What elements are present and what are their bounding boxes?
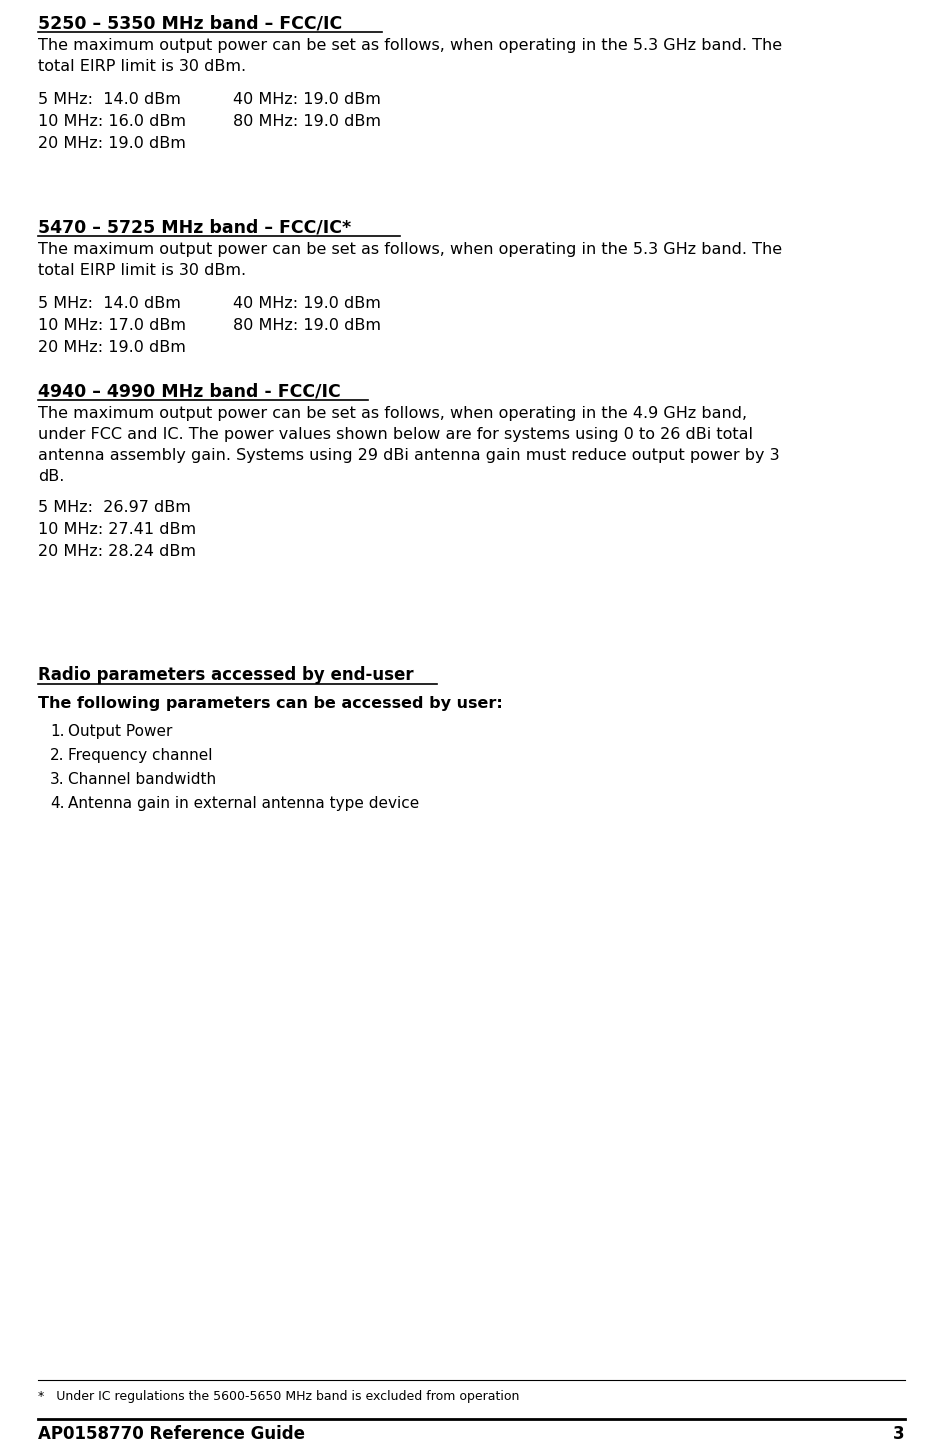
Text: 5 MHz:  14.0 dBm: 5 MHz: 14.0 dBm: [38, 297, 181, 311]
Text: dB.: dB.: [38, 470, 64, 484]
Text: 10 MHz: 17.0 dBm: 10 MHz: 17.0 dBm: [38, 318, 186, 333]
Text: total EIRP limit is 30 dBm.: total EIRP limit is 30 dBm.: [38, 263, 246, 278]
Text: 3: 3: [893, 1425, 905, 1442]
Text: 3.: 3.: [50, 772, 65, 787]
Text: 5 MHz:  26.97 dBm: 5 MHz: 26.97 dBm: [38, 500, 190, 515]
Text: Frequency channel: Frequency channel: [68, 747, 212, 763]
Text: 4940 – 4990 MHz band - FCC/IC: 4940 – 4990 MHz band - FCC/IC: [38, 382, 340, 400]
Text: 20 MHz: 19.0 dBm: 20 MHz: 19.0 dBm: [38, 340, 186, 355]
Text: 80 MHz: 19.0 dBm: 80 MHz: 19.0 dBm: [233, 113, 381, 129]
Text: Radio parameters accessed by end-user: Radio parameters accessed by end-user: [38, 666, 414, 683]
Text: 1.: 1.: [50, 724, 64, 739]
Text: Output Power: Output Power: [68, 724, 173, 739]
Text: 80 MHz: 19.0 dBm: 80 MHz: 19.0 dBm: [233, 318, 381, 333]
Text: The maximum output power can be set as follows, when operating in the 4.9 GHz ba: The maximum output power can be set as f…: [38, 406, 747, 422]
Text: antenna assembly gain. Systems using 29 dBi antenna gain must reduce output powe: antenna assembly gain. Systems using 29 …: [38, 448, 780, 462]
Text: total EIRP limit is 30 dBm.: total EIRP limit is 30 dBm.: [38, 60, 246, 74]
Text: Channel bandwidth: Channel bandwidth: [68, 772, 216, 787]
Text: 20 MHz: 19.0 dBm: 20 MHz: 19.0 dBm: [38, 137, 186, 151]
Text: Antenna gain in external antenna type device: Antenna gain in external antenna type de…: [68, 795, 420, 811]
Text: AP0158770 Reference Guide: AP0158770 Reference Guide: [38, 1425, 305, 1442]
Text: 10 MHz: 16.0 dBm: 10 MHz: 16.0 dBm: [38, 113, 186, 129]
Text: 5 MHz:  14.0 dBm: 5 MHz: 14.0 dBm: [38, 92, 181, 108]
Text: The following parameters can be accessed by user:: The following parameters can be accessed…: [38, 696, 503, 711]
Text: 4.: 4.: [50, 795, 64, 811]
Text: The maximum output power can be set as follows, when operating in the 5.3 GHz ba: The maximum output power can be set as f…: [38, 38, 782, 52]
Text: 2.: 2.: [50, 747, 64, 763]
Text: 40 MHz: 19.0 dBm: 40 MHz: 19.0 dBm: [233, 92, 381, 108]
Text: 20 MHz: 28.24 dBm: 20 MHz: 28.24 dBm: [38, 544, 196, 558]
Text: *   Under IC regulations the 5600-5650 MHz band is excluded from operation: * Under IC regulations the 5600-5650 MHz…: [38, 1390, 520, 1403]
Text: 5250 – 5350 MHz band – FCC/IC: 5250 – 5350 MHz band – FCC/IC: [38, 15, 342, 32]
Text: 5470 – 5725 MHz band – FCC/IC*: 5470 – 5725 MHz band – FCC/IC*: [38, 218, 351, 236]
Text: under FCC and IC. The power values shown below are for systems using 0 to 26 dBi: under FCC and IC. The power values shown…: [38, 427, 753, 442]
Text: The maximum output power can be set as follows, when operating in the 5.3 GHz ba: The maximum output power can be set as f…: [38, 241, 782, 257]
Text: 10 MHz: 27.41 dBm: 10 MHz: 27.41 dBm: [38, 522, 196, 537]
Text: 40 MHz: 19.0 dBm: 40 MHz: 19.0 dBm: [233, 297, 381, 311]
